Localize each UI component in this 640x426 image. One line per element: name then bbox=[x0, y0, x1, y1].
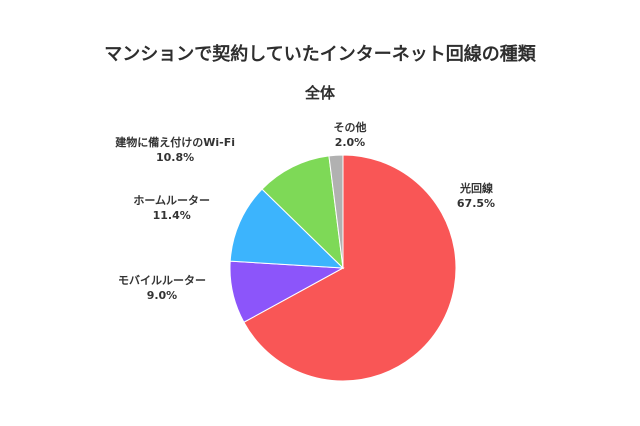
pie-slices bbox=[229, 154, 457, 382]
pie-slice-0 bbox=[243, 154, 457, 382]
slice-value-label-3: 10.8% bbox=[156, 151, 194, 164]
slice-label-0: 光回線 bbox=[459, 181, 493, 195]
slice-value-label-4: 2.0% bbox=[335, 136, 366, 149]
slice-value-label-1: 9.0% bbox=[147, 289, 178, 302]
pie-labels: 光回線 67.5% モバイルルーター 9.0% ホームルーター 11.4% 建物に備え付けの… bbox=[115, 120, 495, 302]
slice-label-4: その他 bbox=[334, 120, 367, 134]
slice-label-1: モバイルルーター bbox=[118, 274, 206, 287]
slice-label-2: ホームルーター bbox=[133, 194, 210, 207]
slice-value-label-0: 67.5% bbox=[457, 197, 495, 210]
chart-title: マンションで契約していたインターネット回線の種類 bbox=[104, 44, 536, 65]
pie-slice-3 bbox=[261, 155, 344, 270]
slice-value-label-2: 11.4% bbox=[153, 209, 191, 222]
chart-subtitle: 全体 bbox=[304, 84, 335, 102]
pie-slice-2 bbox=[229, 188, 345, 269]
pie-slice-4 bbox=[328, 154, 344, 269]
slice-label-3: 建物に備え付けのWi-Fi bbox=[115, 135, 235, 149]
